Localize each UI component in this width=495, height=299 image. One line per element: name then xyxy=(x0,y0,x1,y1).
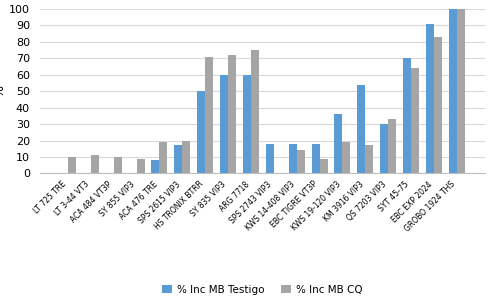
Bar xyxy=(335,114,343,173)
Bar xyxy=(426,24,434,173)
Bar xyxy=(137,159,145,173)
Bar xyxy=(68,157,76,173)
Bar xyxy=(434,37,442,173)
Bar xyxy=(151,160,159,173)
Bar xyxy=(357,85,365,173)
Bar xyxy=(159,142,167,173)
Bar xyxy=(174,146,182,173)
Bar xyxy=(343,142,350,173)
Y-axis label: %: % xyxy=(0,85,6,97)
Bar xyxy=(197,91,205,173)
Bar xyxy=(297,150,305,173)
Bar xyxy=(182,141,190,173)
Bar xyxy=(411,68,419,173)
Bar xyxy=(251,50,259,173)
Bar xyxy=(91,155,99,173)
Bar xyxy=(311,144,320,173)
Bar xyxy=(114,157,122,173)
Bar xyxy=(228,55,236,173)
Bar xyxy=(365,146,373,173)
Bar xyxy=(243,75,251,173)
Bar xyxy=(220,75,228,173)
Bar xyxy=(449,9,457,173)
Bar xyxy=(205,57,213,173)
Bar xyxy=(457,9,465,173)
Bar xyxy=(266,144,274,173)
Bar xyxy=(289,144,297,173)
Bar xyxy=(388,119,396,173)
Bar xyxy=(380,124,388,173)
Legend: % Inc MB Testigo, % Inc MB CQ: % Inc MB Testigo, % Inc MB CQ xyxy=(158,280,367,299)
Bar xyxy=(403,58,411,173)
Bar xyxy=(320,159,328,173)
